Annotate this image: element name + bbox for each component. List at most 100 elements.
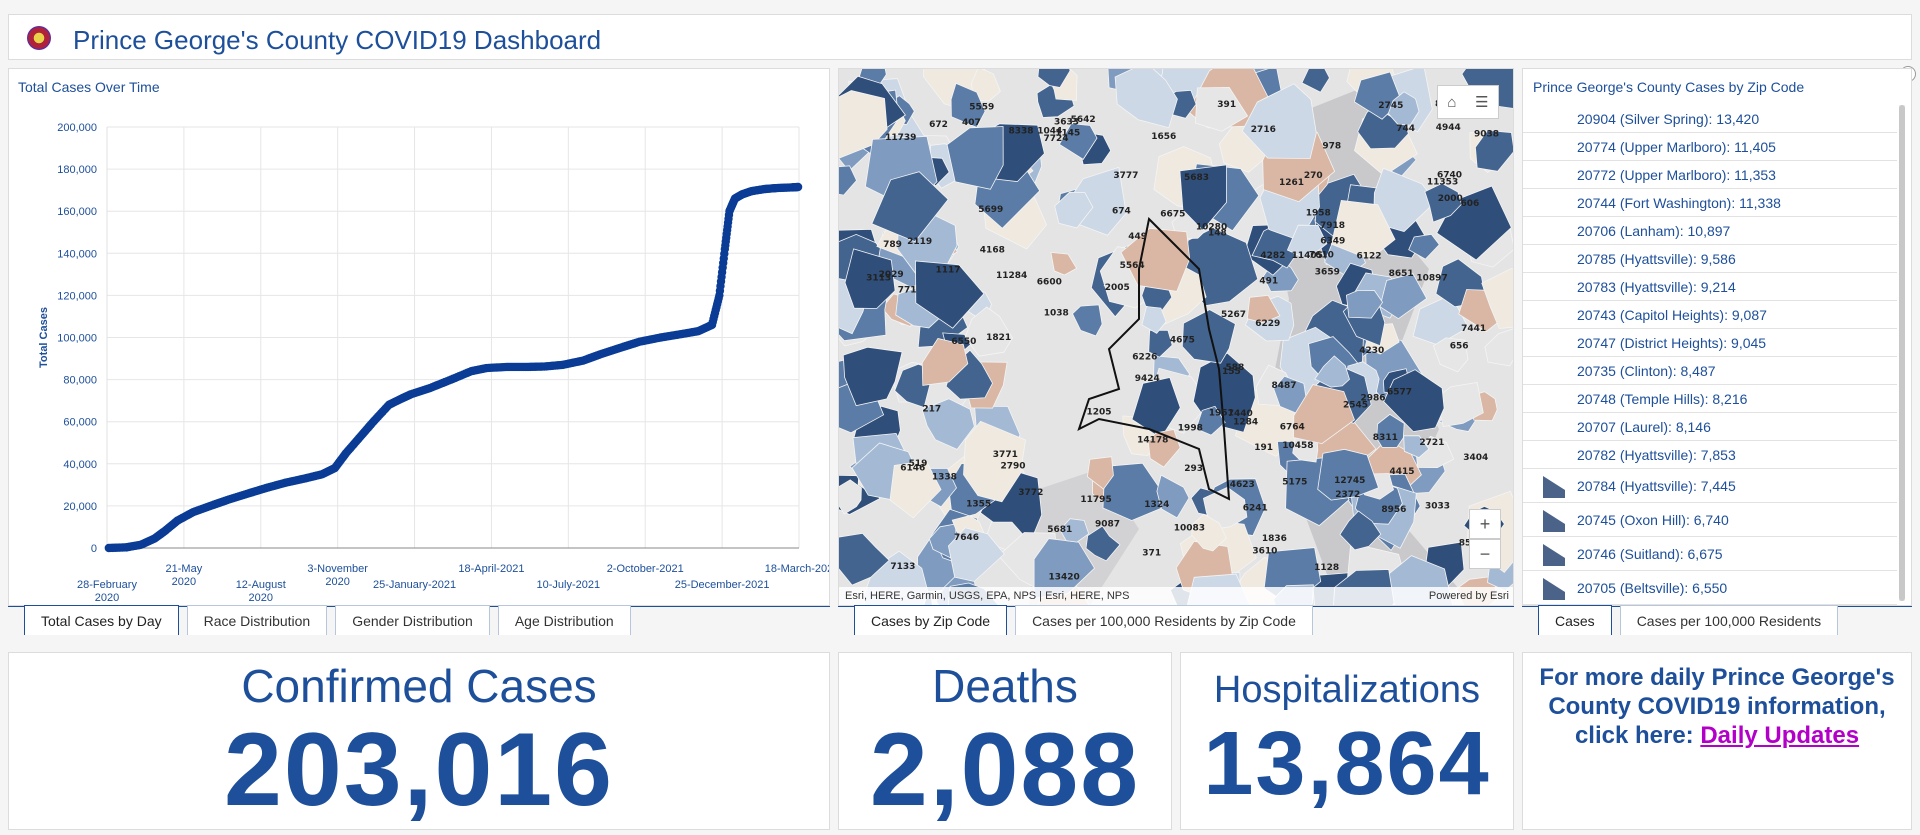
- zip-region[interactable]: [889, 460, 942, 519]
- powered-by-esri[interactable]: Powered by Esri: [1428, 590, 1509, 602]
- zip-region[interactable]: [964, 306, 1013, 357]
- zip-region[interactable]: [1086, 456, 1114, 490]
- zip-region[interactable]: [1474, 130, 1514, 172]
- zip-case-label: 7918: [1320, 221, 1345, 231]
- zip-case-label: 1355: [966, 499, 991, 509]
- zip-region[interactable]: [1179, 164, 1227, 231]
- zip-list-item[interactable]: 20744 (Fort Washington): 11,338: [1523, 189, 1897, 217]
- zip-case-label: 8311: [1373, 433, 1398, 443]
- zip-region[interactable]: [1314, 355, 1350, 388]
- zip-list-item[interactable]: 20784 (Hyattsville): 7,445: [1523, 469, 1897, 503]
- confirmed-cases-card: Confirmed Cases 203,016: [8, 652, 830, 830]
- zip-list-item[interactable]: 20746 (Suitland): 6,675: [1523, 537, 1897, 571]
- zip-list-item[interactable]: 20743 (Capitol Heights): 9,087: [1523, 301, 1897, 329]
- zip-list-item[interactable]: 20774 (Upper Marlboro): 11,405: [1523, 133, 1897, 161]
- zip-region[interactable]: [1181, 309, 1236, 364]
- tab-cases-per-100k[interactable]: Cases per 100,000 Residents: [1619, 605, 1839, 635]
- zip-list-item[interactable]: 20747 (District Heights): 9,045: [1523, 329, 1897, 357]
- zip-region[interactable]: [1408, 233, 1440, 260]
- tab-cases-by-zip[interactable]: Cases by Zip Code: [854, 605, 1008, 635]
- zip-region[interactable]: [1301, 69, 1330, 93]
- zip-case-label: 11284: [996, 271, 1027, 281]
- zip-region[interactable]: [1383, 369, 1445, 433]
- zip-region[interactable]: [839, 532, 890, 586]
- tab-gender-distribution[interactable]: Gender Distribution: [335, 605, 490, 635]
- zip-list-item[interactable]: 20705 (Beltsville): 6,550: [1523, 571, 1897, 605]
- zip-region[interactable]: [1072, 304, 1103, 337]
- legend-list-icon[interactable]: ☰: [1475, 94, 1489, 111]
- zip-region[interactable]: [1345, 289, 1384, 319]
- zip-region[interactable]: [1195, 405, 1226, 436]
- zip-list-item[interactable]: 20904 (Silver Spring): 13,420: [1523, 105, 1897, 133]
- zip-region[interactable]: [1376, 413, 1405, 448]
- tab-age-distribution[interactable]: Age Distribution: [497, 605, 631, 635]
- tab-race-distribution[interactable]: Race Distribution: [186, 605, 328, 635]
- zip-list-item[interactable]: 20782 (Hyattsville): 7,853: [1523, 441, 1897, 469]
- home-icon[interactable]: ⌂: [1447, 93, 1457, 111]
- zip-region[interactable]: [1241, 83, 1317, 159]
- zip-region[interactable]: [1481, 267, 1514, 329]
- zip-region[interactable]: [1424, 182, 1463, 223]
- zip-region[interactable]: [1387, 91, 1420, 126]
- zip-region[interactable]: [1148, 329, 1173, 358]
- daily-updates-link[interactable]: Daily Updates: [1700, 722, 1860, 749]
- zip-region[interactable]: [1317, 448, 1380, 501]
- zip-region[interactable]: [1059, 518, 1090, 543]
- zip-case-label: 2790: [1001, 462, 1026, 472]
- zip-region[interactable]: [1194, 86, 1249, 132]
- zip-region[interactable]: [1339, 510, 1382, 551]
- zip-region[interactable]: [1054, 191, 1094, 229]
- zip-region[interactable]: [844, 248, 896, 309]
- zip-region[interactable]: [1379, 273, 1428, 320]
- zip-region[interactable]: [1037, 69, 1071, 88]
- zip-list-item[interactable]: 20706 (Lanham): 10,897: [1523, 217, 1897, 245]
- zip-list-item[interactable]: 20735 (Clinton): 8,487: [1523, 357, 1897, 385]
- zip-list-item[interactable]: 20783 (Hyattsville): 9,214: [1523, 273, 1897, 301]
- zip-region[interactable]: [946, 126, 1004, 190]
- zoom-in-button[interactable]: +: [1469, 509, 1501, 539]
- zip-region[interactable]: [915, 260, 985, 329]
- zip-region[interactable]: [1373, 167, 1437, 233]
- zip-region[interactable]: [970, 69, 1001, 102]
- zip-list-scrollbar[interactable]: [1899, 105, 1905, 601]
- zip-list-item[interactable]: 20745 (Oxon Hill): 6,740: [1523, 503, 1897, 537]
- tab-cases-per-100k-by-zip[interactable]: Cases per 100,000 Residents by Zip Code: [1015, 605, 1313, 635]
- zip-region[interactable]: [963, 420, 1026, 503]
- zip-region[interactable]: [842, 346, 903, 407]
- zoom-out-button[interactable]: −: [1469, 539, 1501, 569]
- zip-case-label: 11353: [1427, 177, 1458, 187]
- zip-region[interactable]: [1085, 525, 1121, 562]
- zip-region[interactable]: [1202, 486, 1248, 530]
- zip-region[interactable]: [921, 398, 975, 450]
- zip-region[interactable]: [1156, 474, 1190, 519]
- zip-region[interactable]: [1246, 294, 1281, 324]
- zip-region[interactable]: [1330, 199, 1396, 260]
- zip-code-map[interactable]: 1836 7724 2790 4168 6122 6241 656 1038 9424 3772 1…: [838, 68, 1514, 606]
- choropleth-map[interactable]: 1836 7724 2790 4168 6122 6241 656 1038 9424 3772 1…: [839, 69, 1514, 606]
- zip-region[interactable]: [1058, 123, 1098, 160]
- zip-region[interactable]: [1403, 435, 1430, 459]
- zip-region[interactable]: [871, 171, 949, 243]
- zip-region[interactable]: [1293, 384, 1355, 445]
- zip-list-item[interactable]: 20748 (Temple Hills): 8,216: [1523, 385, 1897, 413]
- zip-region[interactable]: [1286, 224, 1328, 260]
- zip-region[interactable]: [1114, 69, 1178, 129]
- zip-list-item[interactable]: 20707 (Laurel): 8,146: [1523, 413, 1897, 441]
- zip-region[interactable]: [1432, 337, 1469, 373]
- zip-region[interactable]: [1050, 251, 1078, 276]
- zip-region[interactable]: [839, 479, 862, 515]
- zip-list-item-label: 20747 (District Heights): 9,045: [1577, 334, 1767, 351]
- zip-list-item[interactable]: 20772 (Upper Marlboro): 11,353: [1523, 161, 1897, 189]
- zip-region[interactable]: [1191, 513, 1227, 552]
- zip-region[interactable]: [839, 165, 857, 196]
- zip-list-item[interactable]: 20785 (Hyattsville): 9,586: [1523, 245, 1897, 273]
- zip-region[interactable]: [1484, 328, 1514, 367]
- zip-region[interactable]: [921, 338, 969, 386]
- zip-region[interactable]: [1141, 306, 1167, 334]
- zip-region[interactable]: [1353, 71, 1402, 120]
- tab-total-cases-by-day[interactable]: Total Cases by Day: [24, 605, 179, 635]
- scrollbar-thumb[interactable]: [1899, 105, 1905, 601]
- zip-case-label: 11405: [1292, 251, 1323, 261]
- tab-cases[interactable]: Cases: [1538, 605, 1612, 635]
- zip-region[interactable]: [947, 527, 1005, 582]
